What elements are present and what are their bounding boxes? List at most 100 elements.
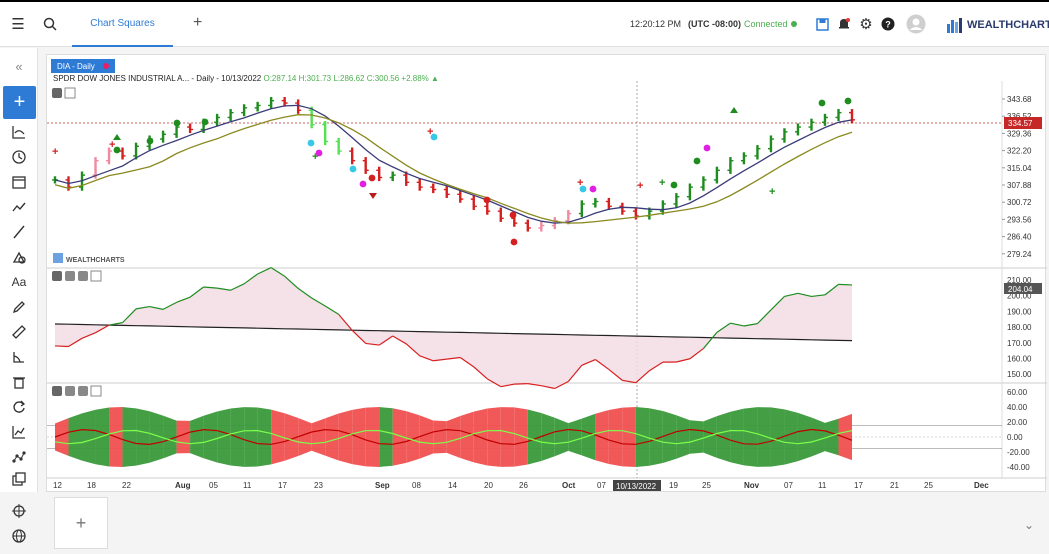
indicator2-band <box>298 417 312 457</box>
indicator2-band <box>379 407 393 467</box>
shapes-icon[interactable] <box>9 247 29 267</box>
indicator2-band <box>743 407 758 467</box>
indicator1-line <box>217 287 231 291</box>
chart-canvas[interactable]: 343.68 336.52 329.36 322.20 315.04 307.88 300.… <box>47 55 1047 493</box>
help-icon[interactable]: ? <box>878 14 898 34</box>
save-icon[interactable] <box>812 14 832 34</box>
price-tick-label: 307.88 <box>1007 181 1032 190</box>
text-icon[interactable]: Aa <box>11 275 27 289</box>
time-axis-label: Aug <box>175 481 191 490</box>
crosshair-icon[interactable] <box>9 501 29 521</box>
indicator1-line <box>770 296 785 311</box>
signal-dot <box>844 97 852 105</box>
ohlc-date: - Daily - 10/13/2022 <box>191 74 262 83</box>
ind1-current-badge <box>1004 283 1042 294</box>
indicator1-line <box>486 378 502 388</box>
indicator1-line <box>419 355 434 362</box>
low-value: L:286.62 <box>333 74 365 83</box>
indicator1-line <box>108 322 123 326</box>
chart-icon[interactable] <box>9 422 29 442</box>
scatter-icon[interactable] <box>9 447 29 467</box>
price-tick-label: 315.04 <box>1007 164 1032 173</box>
ind1-tick-label: 160.00 <box>1007 355 1032 364</box>
signal-plus-marker: + <box>312 151 318 163</box>
connection-status: Connected <box>744 19 797 29</box>
pencil-icon[interactable] <box>9 297 29 317</box>
indicator1-line <box>95 324 110 334</box>
watermark-logo <box>53 253 63 263</box>
clock-icon[interactable] <box>9 147 29 167</box>
line-tool-icon[interactable] <box>9 222 29 242</box>
indicator2-band <box>649 408 663 466</box>
indicator2-band <box>163 415 177 459</box>
indicator2-green-line <box>54 429 853 445</box>
brand-logo: WEALTHCHARTS <box>946 15 1049 35</box>
indicator2-band <box>460 411 474 463</box>
search-icon[interactable] <box>40 14 60 34</box>
indicator1-line <box>378 335 394 346</box>
indicator1-line <box>622 379 636 384</box>
indicator1-line <box>527 383 542 387</box>
indicator1-line <box>743 323 758 327</box>
trend-icon[interactable] <box>9 197 29 217</box>
brand-text: WEALTHCHARTS <box>967 19 1049 31</box>
layers-icon[interactable] <box>9 472 29 486</box>
angle-icon[interactable] <box>9 347 29 367</box>
indicator1-line <box>405 343 421 357</box>
menu-icon[interactable]: ☰ <box>11 16 25 33</box>
indicator2-band <box>689 420 704 454</box>
indicator2-band <box>136 408 150 466</box>
calendar-icon[interactable] <box>9 172 29 192</box>
user-icon[interactable] <box>905 13 927 35</box>
indicator2-band <box>527 409 542 465</box>
indicator2-band <box>730 408 744 466</box>
indicator1-line <box>446 356 461 360</box>
expand-down-icon[interactable]: ⌄ <box>1024 518 1035 532</box>
clock: 12:20:12 PM <box>630 19 682 29</box>
indicator1-line <box>135 305 150 310</box>
add-icon[interactable]: + <box>3 86 36 119</box>
add-chart-button[interactable]: + <box>54 497 108 549</box>
indicator1-line <box>284 275 299 289</box>
trash-icon[interactable] <box>9 372 29 392</box>
indicator2-band <box>82 409 96 465</box>
timezone[interactable]: (UTC -08:00) <box>688 19 742 29</box>
bell-icon[interactable] <box>834 14 854 34</box>
chart-symbol-label[interactable]: DIA - Daily <box>51 59 115 73</box>
indicator1 <box>54 267 853 390</box>
signal-dot <box>579 185 587 193</box>
indicator-icon[interactable] <box>9 122 29 142</box>
gear-icon[interactable]: ⚙ <box>859 16 873 33</box>
time-axis-label: 19 <box>669 481 678 490</box>
signal-dot <box>307 139 315 147</box>
indicator2-band <box>770 407 785 467</box>
ind1-tick-label: 150.00 <box>1007 370 1032 379</box>
globe-icon[interactable] <box>9 526 29 546</box>
signal-dot <box>173 119 181 127</box>
sell-arrow-icon <box>369 193 377 199</box>
price-tick-label: 300.72 <box>1007 198 1032 207</box>
add-tab-button[interactable]: + <box>193 14 203 31</box>
time-axis-label: 11 <box>243 481 252 490</box>
indicator2-band <box>500 407 515 467</box>
signal-dot <box>818 99 826 107</box>
tab-chart-squares[interactable]: Chart Squares <box>72 2 173 47</box>
time-cursor-label: 10/13/2022 <box>616 482 657 491</box>
ruler-icon[interactable] <box>9 322 29 342</box>
watermark-text: WEALTHCHARTS <box>66 257 125 264</box>
ind2-tick-label: 40.00 <box>1007 403 1028 412</box>
indicator1-line <box>81 332 96 339</box>
refresh-icon[interactable] <box>9 397 29 417</box>
time-axis-label: 20 <box>484 481 493 490</box>
indicator1-line <box>189 286 204 298</box>
indicator1-line <box>635 370 650 384</box>
chart-panel[interactable]: 343.68 336.52 329.36 322.20 315.04 307.88 300.… <box>46 54 1047 493</box>
time-axis-label: 07 <box>784 481 793 490</box>
indicator1-line <box>243 273 258 285</box>
collapse-left-icon[interactable]: « <box>15 58 23 74</box>
indicator2-band <box>581 413 596 461</box>
time-axis-label: 17 <box>278 481 287 490</box>
buy-arrow-icon <box>113 134 121 140</box>
time-cursor-badge <box>613 480 661 491</box>
